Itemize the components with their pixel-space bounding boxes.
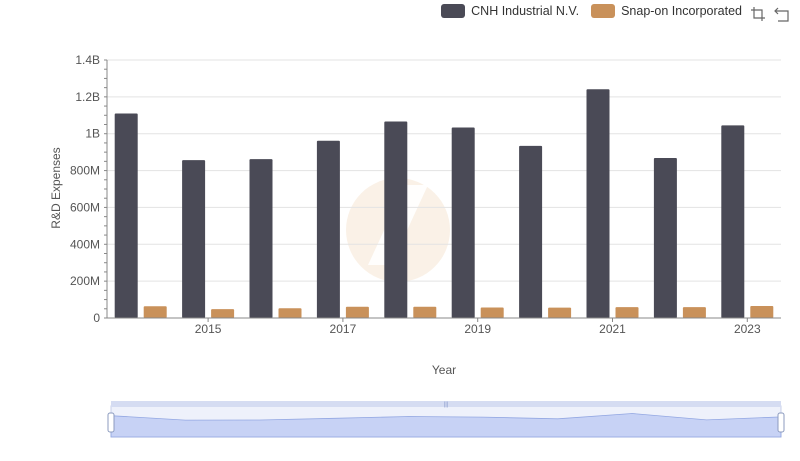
zoom-handle-right[interactable] xyxy=(777,412,785,433)
legend-swatch-snapon xyxy=(591,4,616,18)
legend-item-cnh[interactable]: CNH Industrial N.V. xyxy=(441,4,579,18)
bar-cnh-2019[interactable] xyxy=(451,127,475,318)
y-tick-label: 1B xyxy=(85,127,100,141)
bar-cnh-2021[interactable] xyxy=(586,89,610,319)
bar-snapon-2023[interactable] xyxy=(750,306,774,318)
y-axis-label: R&D Expenses xyxy=(49,147,63,228)
bar-snapon-2016[interactable] xyxy=(278,308,302,318)
bar-cnh-2014[interactable] xyxy=(114,113,138,318)
bar-snapon-2020[interactable] xyxy=(548,307,572,318)
y-tick-label: 600M xyxy=(70,200,100,214)
bar-snapon-2015[interactable] xyxy=(211,309,235,318)
bar-cnh-2023[interactable] xyxy=(721,125,745,319)
y-tick-label: 200M xyxy=(70,274,100,288)
x-tick-label: 2023 xyxy=(734,322,761,336)
zoom-top-bar[interactable] xyxy=(111,401,781,407)
bar-cnh-2017[interactable] xyxy=(316,140,340,318)
bar-snapon-2017[interactable] xyxy=(345,306,369,318)
zoom-handle-label: ||| xyxy=(444,402,449,408)
legend-item-snapon[interactable]: Snap-on Incorporated xyxy=(591,4,742,18)
bar-cnh-2016[interactable] xyxy=(249,159,273,318)
bar-snapon-2014[interactable] xyxy=(143,306,167,318)
y-tick-label: 1.4B xyxy=(75,53,100,67)
bar-cnh-2018[interactable] xyxy=(384,121,408,319)
x-tick-label: 2021 xyxy=(599,322,626,336)
bar-snapon-2019[interactable] xyxy=(480,307,504,318)
bar-snapon-2021[interactable] xyxy=(615,307,639,318)
bar-cnh-2020[interactable] xyxy=(519,145,543,318)
data-zoom-slider[interactable]: ||| xyxy=(107,401,785,438)
bar-cnh-2015[interactable] xyxy=(182,160,206,318)
legend-label-snapon: Snap-on Incorporated xyxy=(621,4,742,18)
legend: CNH Industrial N.V. Snap-on Incorporated xyxy=(441,4,742,18)
x-axis-label: Year xyxy=(432,363,456,377)
y-tick-label: 800M xyxy=(70,164,100,178)
x-tick-label: 2017 xyxy=(330,322,357,336)
axes: 0 200M 400M 600M 800M 1B 1.2B 1.4B 2015 2017 2019 2… xyxy=(70,53,781,336)
zoom-handle-left[interactable] xyxy=(107,412,115,433)
bar-snapon-2022[interactable] xyxy=(682,307,706,318)
y-tick-label: 1.2B xyxy=(75,90,100,104)
zoom-icon[interactable] xyxy=(750,6,766,22)
restore-icon[interactable] xyxy=(774,6,790,22)
toolbox xyxy=(750,6,790,22)
bar-cnh-2022[interactable] xyxy=(653,158,677,318)
bars xyxy=(114,89,774,319)
y-tick-label: 0 xyxy=(93,311,100,325)
x-tick-label: 2015 xyxy=(195,322,222,336)
y-tick-label: 400M xyxy=(70,237,100,251)
legend-swatch-cnh xyxy=(441,4,466,18)
legend-label-cnh: CNH Industrial N.V. xyxy=(471,4,580,18)
bar-snapon-2018[interactable] xyxy=(413,306,437,318)
x-tick-label: 2019 xyxy=(464,322,491,336)
